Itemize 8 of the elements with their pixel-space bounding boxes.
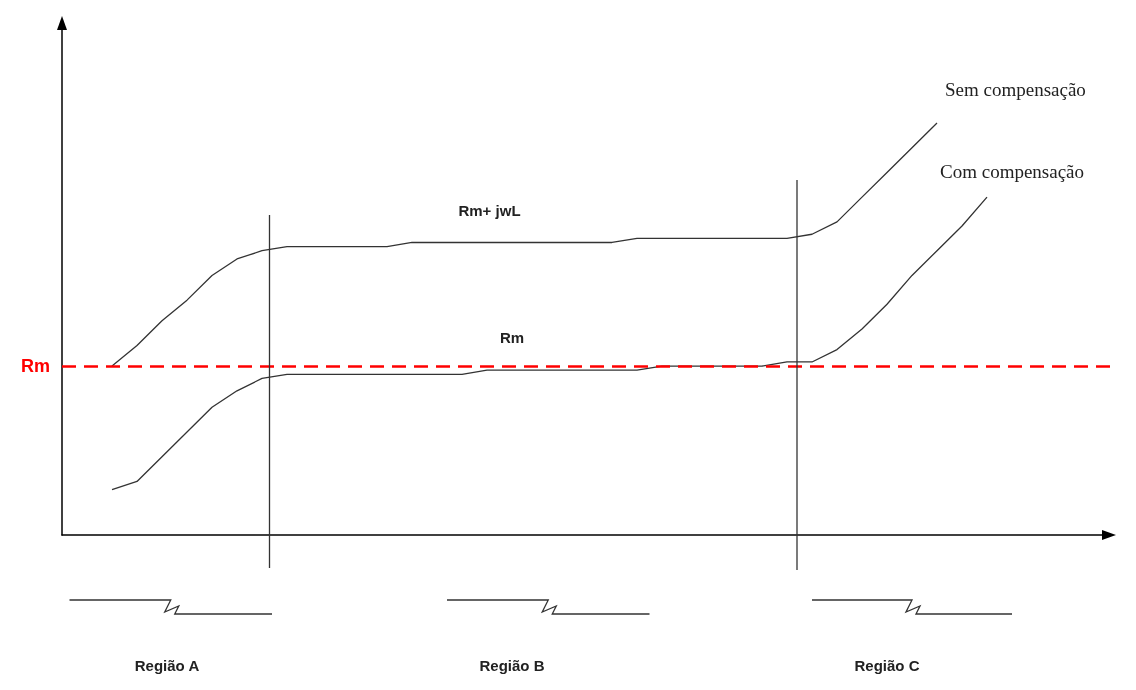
series-label: Sem compensação bbox=[945, 78, 1086, 100]
ref-line-label: Rm bbox=[20, 356, 50, 377]
series-label: Com compensação bbox=[940, 160, 1085, 182]
text: Região B bbox=[479, 656, 545, 674]
annotation: Rm bbox=[499, 328, 525, 346]
text: Região A bbox=[134, 656, 200, 674]
text: Região C bbox=[854, 656, 920, 674]
annotation: Rm+ jwL bbox=[458, 201, 521, 219]
